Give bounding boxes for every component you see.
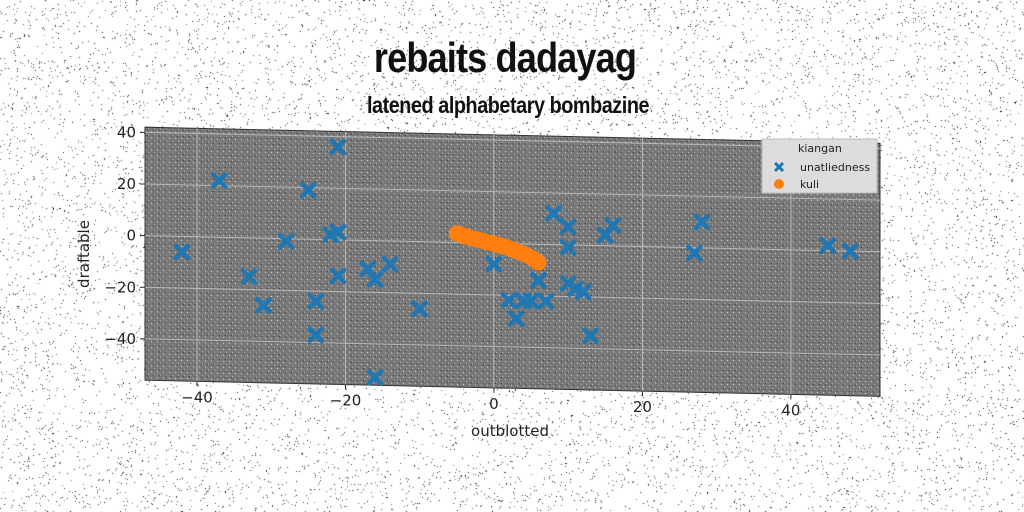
point-unatliedness [210, 172, 228, 189]
point-unatliedness [240, 268, 258, 286]
legend-marker-kuli-icon [774, 179, 784, 189]
marker-stroke [545, 205, 562, 222]
marker-stroke [381, 256, 399, 273]
y-axis-label: draftable [75, 220, 93, 288]
marker-stroke [300, 182, 317, 199]
marker-stroke [604, 217, 621, 234]
marker-stroke [307, 293, 325, 310]
point-unatliedness [574, 283, 592, 301]
chart-title: rebaits dadayag [373, 34, 637, 81]
marker-stroke [366, 369, 384, 386]
point-unatliedness [522, 292, 540, 310]
x-axis-label: outblotted [471, 422, 549, 440]
point-unatliedness [255, 296, 273, 314]
y-tick-label: −40 [104, 330, 136, 348]
axis-ticks: −40 −20 0 20 40 40 20 0 −20 −40 [104, 123, 800, 419]
data-points [173, 138, 859, 386]
point-unatliedness [686, 244, 703, 262]
y-tick-label: 40 [117, 123, 136, 141]
point-unatliedness [507, 310, 525, 328]
point-unatliedness [366, 369, 384, 386]
x-tick-label: 0 [489, 395, 499, 413]
legend-title: kiangan [798, 142, 842, 155]
marker-stroke [507, 310, 525, 327]
marker-stroke [329, 267, 347, 285]
y-tick-label: 0 [126, 227, 136, 245]
marker-stroke [693, 213, 711, 231]
point-unatliedness [842, 242, 859, 260]
point-unatliedness [693, 213, 711, 231]
legend-label-kuli: kuli [800, 178, 819, 191]
marker-stroke [686, 244, 703, 261]
legend-label-unatliedness: unatliedness [800, 161, 870, 174]
gridline-y [145, 338, 880, 356]
marker-stroke [842, 243, 859, 260]
marker-stroke [411, 300, 428, 317]
marker-stroke [819, 237, 837, 254]
legend-marker-unatliedness-icon [773, 161, 785, 173]
point-unatliedness [530, 272, 547, 289]
marker-stroke [240, 268, 258, 285]
marker-stroke [255, 297, 273, 314]
point-unatliedness [545, 205, 562, 223]
point-unatliedness [411, 300, 428, 318]
marker-stroke [530, 272, 547, 289]
marker-stroke [485, 255, 503, 273]
marker-stroke [307, 326, 325, 344]
point-unatliedness [307, 326, 325, 344]
point-unatliedness [582, 327, 599, 345]
marker-stroke [500, 292, 518, 309]
point-unatliedness [485, 255, 503, 273]
point-unatliedness [307, 292, 325, 310]
marker-stroke [559, 218, 577, 235]
chart-subtitle: latened alphabetary bombazine [366, 92, 650, 118]
marker-stroke [559, 239, 577, 256]
point-unatliedness [329, 267, 347, 285]
marker-stroke [537, 293, 555, 310]
point-unatliedness [500, 292, 518, 309]
point-unatliedness [604, 216, 621, 234]
marker-stroke [574, 283, 592, 300]
point-unatliedness [277, 232, 295, 250]
legend: kiangan unatliedness kuli [761, 138, 878, 194]
marker-stroke [359, 260, 376, 278]
point-unatliedness [559, 239, 577, 256]
marker-stroke [329, 138, 347, 156]
point-unatliedness [559, 218, 577, 236]
gridlines [145, 128, 880, 395]
point-unatliedness [300, 181, 317, 199]
point-unatliedness [173, 243, 191, 261]
point-unatliedness [366, 271, 384, 288]
x-tick-label: −20 [330, 392, 362, 410]
point-unatliedness [329, 223, 347, 241]
point-unatliedness [537, 292, 555, 310]
point-unatliedness [329, 138, 347, 156]
marker-stroke [329, 224, 347, 241]
plot-area [144, 126, 881, 397]
gridline-y [145, 131, 880, 150]
x-tick-label: 20 [633, 398, 652, 416]
marker-stroke [210, 172, 228, 189]
marker-stroke [366, 271, 384, 288]
gridline-y [145, 183, 880, 201]
y-tick-label: 20 [117, 175, 136, 193]
marker-stroke [173, 243, 191, 261]
point-unatliedness [381, 255, 399, 273]
x-tick-label: 40 [781, 401, 800, 419]
marker-stroke [277, 233, 295, 250]
point-kuli [530, 254, 547, 271]
y-tick-label: −20 [104, 278, 136, 296]
marker-stroke [522, 292, 540, 310]
point-unatliedness [819, 237, 837, 254]
marker-stroke [582, 327, 599, 344]
x-tick-label: −40 [181, 388, 213, 406]
